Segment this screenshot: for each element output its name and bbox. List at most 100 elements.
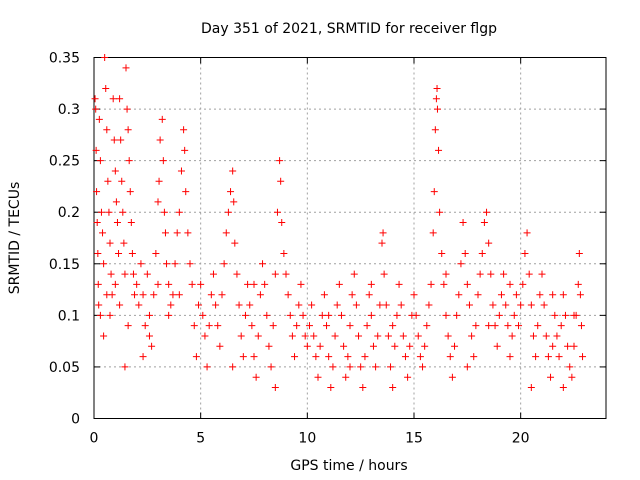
data-point [124,126,132,134]
data-point [118,177,126,185]
data-point [502,301,510,309]
data-point [397,301,405,309]
data-point [282,270,290,278]
x-tick-label: 5 [196,431,205,447]
data-point [155,177,163,185]
data-point [126,188,134,196]
data-point [463,363,471,371]
data-point [91,95,99,103]
data-point [93,219,101,227]
data-point [568,373,576,381]
data-point [429,229,437,237]
data-point [93,188,101,196]
data-point [141,322,149,330]
data-point [521,249,529,257]
data-point [205,322,213,330]
data-point [483,208,491,216]
data-point [510,311,518,319]
data-point [171,260,179,268]
data-point [517,301,525,309]
x-tick-label: 0 [90,431,99,447]
y-tick-label: 0.2 [58,205,80,221]
data-point [470,353,478,361]
data-point [148,342,156,350]
data-point [220,260,228,268]
data-point [346,363,354,371]
data-point [117,136,125,144]
data-point [497,291,505,299]
data-point [374,332,382,340]
data-point [222,229,230,237]
data-point [365,291,373,299]
data-point [301,332,309,340]
data-point [342,373,350,381]
data-point [491,322,499,330]
data-point [139,353,147,361]
data-point [553,332,561,340]
data-point [318,311,326,319]
data-point [327,384,335,392]
data-point [363,322,371,330]
data-point [241,311,249,319]
data-point [367,280,375,288]
data-point [463,280,471,288]
data-point [570,342,578,350]
data-point [100,260,108,268]
data-point [167,301,175,309]
data-point [547,373,555,381]
data-point [96,311,104,319]
data-point [271,270,279,278]
data-point [465,301,473,309]
data-point [305,322,313,330]
data-point [457,260,465,268]
data-point [406,342,414,350]
data-point [534,322,542,330]
data-point [421,342,429,350]
data-point [286,311,294,319]
data-point [175,291,183,299]
data-point [246,301,254,309]
data-point [122,64,130,72]
data-point [508,332,516,340]
data-point [124,322,132,330]
data-point [527,384,535,392]
y-tick-label: 0 [71,412,80,428]
data-point [214,322,222,330]
data-point [295,301,303,309]
data-point [478,249,486,257]
data-point [523,229,531,237]
data-point [512,291,520,299]
data-point [160,208,168,216]
data-point [444,332,452,340]
data-point [95,301,103,309]
data-point [367,311,375,319]
data-point [325,311,333,319]
data-point [485,239,493,247]
x-tick-label: 20 [512,431,530,447]
data-point [154,280,162,288]
data-point [433,84,441,92]
data-point [230,198,238,206]
data-point [227,188,235,196]
data-point [378,239,386,247]
data-point [393,311,401,319]
data-point [299,311,307,319]
data-point [575,249,583,257]
data-point [331,332,339,340]
data-points [91,54,587,392]
x-axis-label: GPS time / hours [290,458,407,474]
data-point [549,291,557,299]
data-point [348,291,356,299]
data-point [277,177,285,185]
data-point [158,115,166,123]
data-point [297,280,305,288]
data-point [152,249,160,257]
data-point [340,342,348,350]
data-point [346,322,354,330]
data-point [135,301,143,309]
data-point [145,332,153,340]
data-point [401,353,409,361]
data-point [431,126,439,134]
tick-marks [93,57,606,419]
data-point [254,332,262,340]
